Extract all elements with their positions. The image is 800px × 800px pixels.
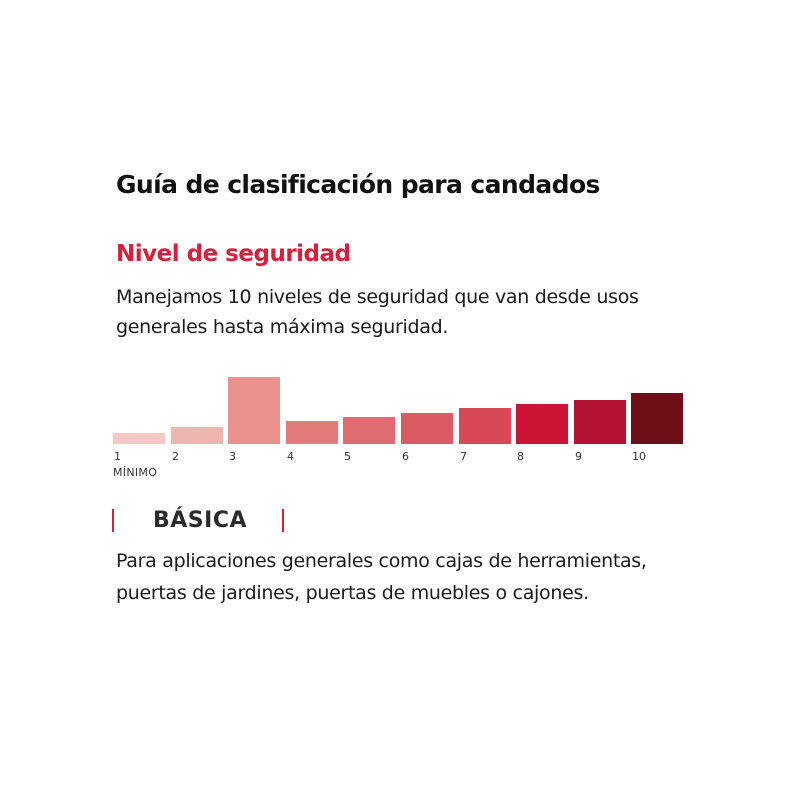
level-bar-6 — [401, 413, 453, 444]
security-description: Manejamos 10 niveles de seguridad que va… — [116, 282, 716, 342]
security-description-line: generales hasta máxima seguridad. — [116, 316, 449, 338]
level-marker-left — [112, 509, 114, 532]
level-number-6: 6 — [402, 450, 409, 463]
level-number-10: 10 — [632, 450, 646, 463]
security-level-heading: Nivel de seguridad — [116, 241, 351, 267]
level-bar-7 — [459, 408, 511, 444]
security-description-line: Manejamos 10 niveles de seguridad que va… — [116, 286, 639, 308]
level-number-8: 8 — [517, 450, 524, 463]
level-number-9: 9 — [575, 450, 582, 463]
level-description-line: Para aplicaciones generales como cajas d… — [116, 550, 647, 572]
level-marker-right — [282, 509, 284, 532]
level-bar-8 — [516, 404, 568, 444]
level-number-7: 7 — [460, 450, 467, 463]
level-number-5: 5 — [344, 450, 351, 463]
level-bar-4 — [286, 421, 338, 444]
level-number-4: 4 — [287, 450, 294, 463]
minimum-label: MÍNIMO — [113, 466, 158, 479]
level-bar-2 — [171, 427, 223, 444]
level-bar-10 — [631, 393, 683, 444]
level-description-line: puertas de jardines, puertas de muebles … — [116, 582, 589, 604]
current-level-description: Para aplicaciones generales como cajas d… — [116, 545, 766, 609]
level-bar-9 — [574, 400, 626, 444]
level-bar-3 — [228, 377, 280, 444]
level-number-2: 2 — [172, 450, 179, 463]
page-title: Guía de clasificación para candados — [116, 170, 600, 199]
level-number-3: 3 — [229, 450, 236, 463]
level-bar-1 — [113, 433, 165, 444]
level-bar-5 — [343, 417, 395, 444]
level-number-1: 1 — [114, 450, 121, 463]
current-level-name: BÁSICA — [153, 508, 247, 533]
